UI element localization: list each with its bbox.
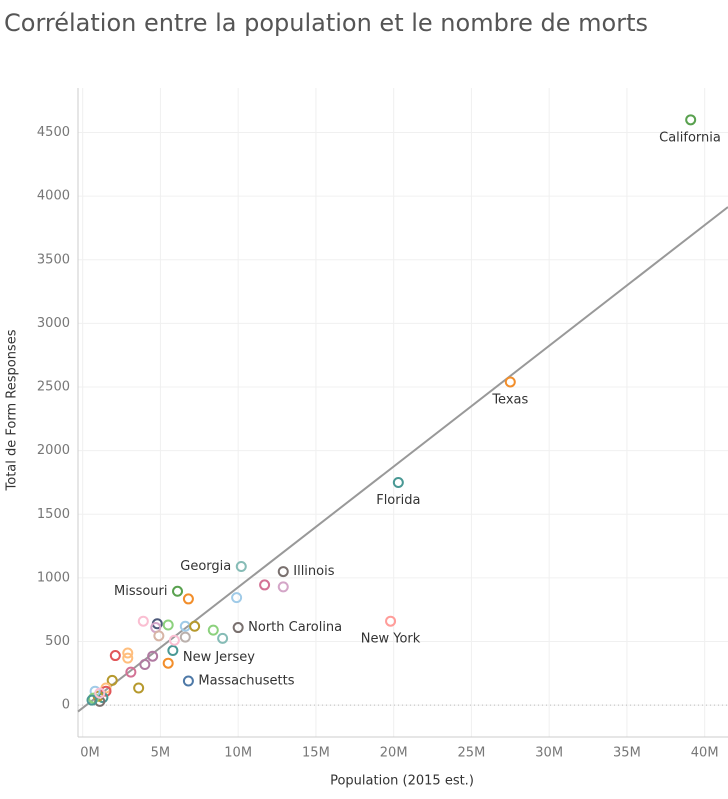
point [125, 666, 137, 678]
point [259, 579, 271, 591]
point [277, 566, 289, 578]
y-tick-label: 4000 [37, 189, 70, 204]
y-tick-label: 4500 [37, 125, 70, 140]
y-tick-label: 1000 [37, 570, 70, 585]
x-tick-label: 15M [302, 746, 330, 761]
x-axis-title: Population (2015 est.) [330, 774, 474, 789]
x-tick-label: 30M [535, 746, 563, 761]
point [167, 644, 179, 656]
point [182, 593, 194, 605]
y-tick-label: 1500 [37, 507, 70, 522]
point [147, 650, 159, 662]
trend-line [77, 206, 728, 713]
chart-title: Corrélation entre la population et le no… [4, 9, 648, 37]
point [153, 630, 165, 642]
point [189, 620, 201, 632]
point [162, 657, 174, 669]
x-tick-label: 40M [691, 746, 719, 761]
point [217, 632, 229, 644]
point [122, 647, 134, 659]
y-tick-label: 500 [45, 634, 70, 649]
point-label: Georgia [180, 559, 231, 574]
point-label: Texas [491, 392, 528, 407]
y-tick-label: 0 [62, 698, 70, 713]
point [86, 694, 98, 706]
x-tick-label: 35M [613, 746, 641, 761]
point-label: Missouri [114, 584, 168, 599]
y-tick-label: 2000 [37, 443, 70, 458]
point [106, 674, 118, 686]
y-tick-label: 3000 [37, 316, 70, 331]
point [231, 592, 243, 604]
point [277, 581, 289, 593]
y-axis-title: Total de Form Responses [5, 329, 20, 491]
y-tick-label: 2500 [37, 380, 70, 395]
point [168, 634, 180, 646]
point-label: Florida [376, 493, 420, 508]
x-tick-label: 10M [224, 746, 252, 761]
x-tick-label: 5M [151, 746, 171, 761]
point [137, 615, 149, 627]
point-label: New York [361, 632, 421, 647]
point [100, 685, 112, 697]
point [122, 652, 134, 664]
point-label: North Carolina [248, 620, 342, 635]
x-tick-label: 20M [380, 746, 408, 761]
point [232, 622, 244, 634]
point [109, 650, 121, 662]
point [685, 114, 697, 126]
point [182, 675, 194, 687]
point [94, 687, 106, 699]
point-label: California [659, 130, 721, 145]
point-label: Illinois [293, 564, 334, 579]
point [139, 658, 151, 670]
point [385, 615, 397, 627]
point [172, 585, 184, 597]
x-tick-label: 0M [80, 746, 100, 761]
point [392, 476, 404, 488]
point [504, 376, 516, 388]
point [162, 619, 174, 631]
point [207, 624, 219, 636]
y-tick-label: 3500 [37, 252, 70, 267]
point-label: Massachusetts [198, 674, 294, 689]
point [235, 560, 247, 572]
x-tick-label: 25M [458, 746, 486, 761]
point [133, 682, 145, 694]
point [179, 631, 191, 643]
point-label: New Jersey [183, 650, 255, 665]
